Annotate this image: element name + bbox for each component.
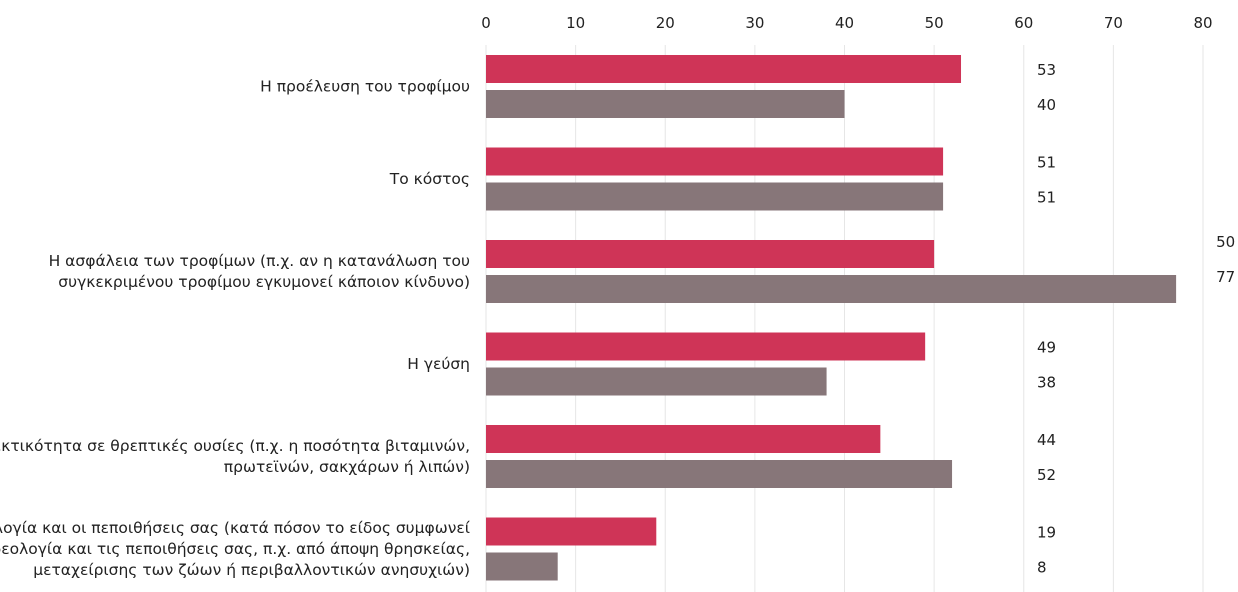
x-tick-label: 20 — [656, 14, 675, 32]
category-label: συγκεκριμένου τροφίμου εγκυμονεί κάποιον… — [58, 273, 470, 291]
value-label: 51 — [1037, 189, 1056, 207]
x-tick-label: 70 — [1104, 14, 1123, 32]
bar — [486, 182, 944, 211]
value-label: 49 — [1037, 339, 1056, 357]
x-tick-label: 30 — [745, 14, 764, 32]
bar — [486, 517, 657, 546]
value-label: 44 — [1037, 431, 1056, 449]
value-label: 77 — [1216, 268, 1235, 286]
bar — [486, 275, 1177, 303]
x-tick-label: 10 — [566, 14, 585, 32]
x-tick-label: 60 — [1014, 14, 1033, 32]
value-labels: 53 40 51 51 50 77 49 38 44 52 19 8 — [1037, 61, 1235, 577]
value-label: 51 — [1037, 154, 1056, 172]
value-label: 53 — [1037, 61, 1056, 79]
category-label: με την ιδεολογία και τις πεποιθήσεις σας… — [0, 540, 470, 558]
x-axis-ticks: 0 10 20 30 40 50 60 70 80 — [481, 14, 1212, 32]
category-label: Η ιδεολογία και οι πεποιθήσεις σας (κατά… — [0, 519, 471, 537]
x-tick-label: 50 — [925, 14, 944, 32]
category-label: πρωτεϊνών, σακχάρων ή λιπών) — [224, 458, 470, 476]
bar — [486, 460, 953, 488]
value-label: 52 — [1037, 466, 1056, 484]
category-labels: Η προέλευση του τροφίμου Το κόστος Η ασφάλ… — [0, 78, 471, 580]
value-label: 19 — [1037, 524, 1056, 542]
value-label: 50 — [1216, 233, 1235, 251]
value-label: 38 — [1037, 374, 1056, 392]
bar — [486, 367, 827, 396]
gridlines — [485, 45, 1204, 592]
category-label: Η γεύση — [407, 355, 470, 373]
bar — [486, 240, 935, 268]
bars — [486, 55, 1177, 581]
value-label: 8 — [1037, 559, 1047, 577]
bar — [486, 552, 558, 581]
bar — [486, 90, 845, 118]
category-label: Η προέλευση του τροφίμου — [260, 78, 470, 96]
value-label: 40 — [1037, 96, 1056, 114]
x-tick-label: 40 — [835, 14, 854, 32]
bar — [486, 55, 962, 83]
bar — [486, 425, 881, 453]
x-tick-label: 0 — [481, 14, 491, 32]
category-label: μεταχείρισης των ζώων ή περιβαλλοντικών … — [33, 561, 470, 579]
category-label: Το κόστος — [389, 170, 470, 188]
category-label: Η ασφάλεια των τροφίμων (π.χ. αν η καταν… — [49, 252, 470, 270]
x-tick-label: 80 — [1193, 14, 1212, 32]
bar — [486, 147, 944, 176]
category-label: Η περιεκτικότητα σε θρεπτικές ουσίες (π.… — [0, 437, 470, 455]
bar — [486, 332, 926, 361]
